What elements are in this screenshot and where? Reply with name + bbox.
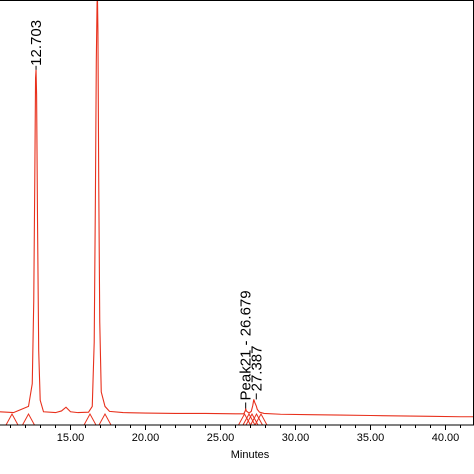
x-tick-label-3: 30.00 — [282, 432, 310, 444]
x-tick-label-1: 20.00 — [132, 432, 160, 444]
peak-label-0: 12.703 — [28, 20, 45, 66]
series-line-0 — [0, 0, 474, 418]
peak-label-3: 27.387 — [248, 346, 265, 392]
x-axis-title: Minutes — [231, 449, 270, 461]
peak-label-2: Peak21 - 26.679 — [238, 290, 255, 400]
x-tick-label-0: 15.00 — [57, 432, 85, 444]
x-tick-label-4: 35.00 — [357, 432, 385, 444]
x-axis: 15.00 20.00 25.00 30.00 35.00 40.00 — [0, 0, 474, 444]
trace-layer — [0, 0, 474, 418]
x-tick-label-2: 25.00 — [207, 432, 235, 444]
peak-label-layer: 12.703Peak14 - 16.796Peak21 - 26.67927.3… — [28, 20, 265, 409]
x-tick-label-5: 40.00 — [432, 432, 460, 444]
